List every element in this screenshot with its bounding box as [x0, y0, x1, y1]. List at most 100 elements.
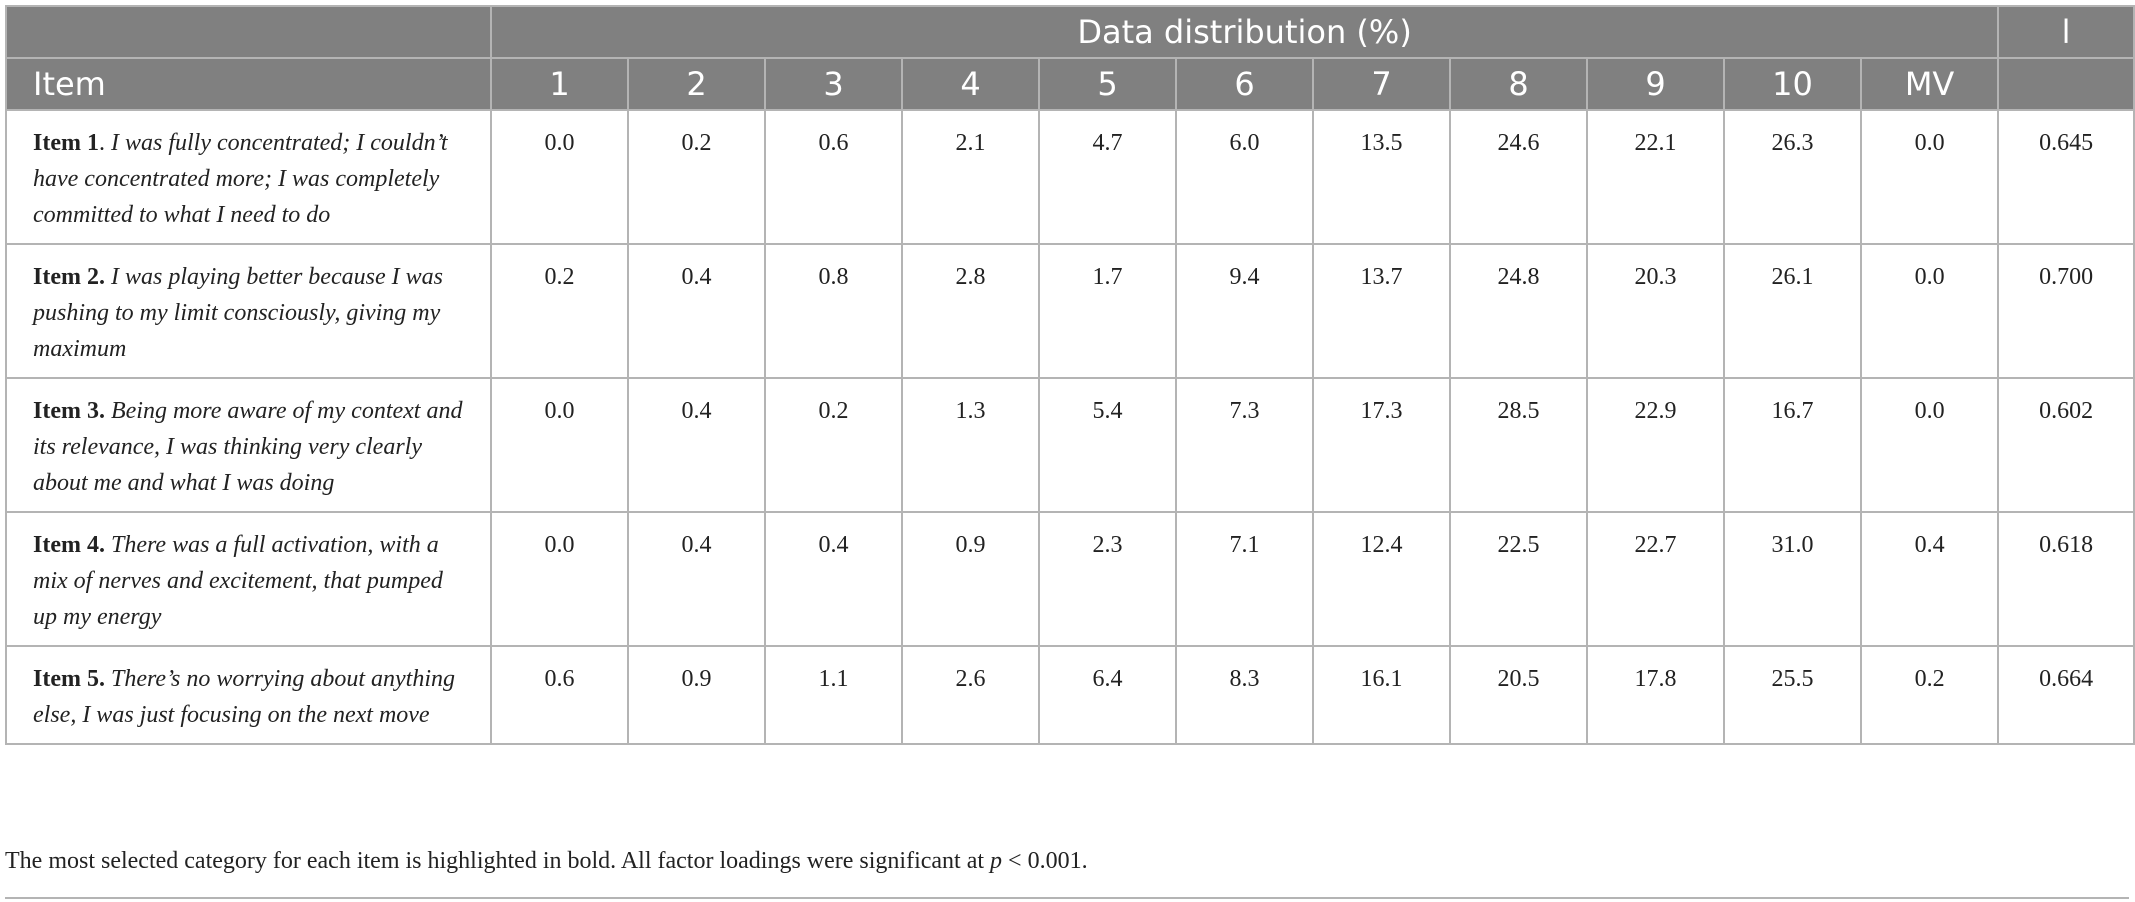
value-cell: 17.8: [1586, 645, 1725, 745]
category-header-mv: MV: [1859, 57, 2000, 111]
value-cell: 6.4: [1038, 645, 1177, 745]
item-text: Being more aware of my context and its r…: [33, 398, 463, 496]
category-header-3: 3: [764, 57, 903, 111]
item-text: I was fully concentrated; I couldn’t hav…: [33, 130, 448, 228]
item-label: Item 1: [33, 130, 99, 156]
value-cell: 0.2: [764, 377, 903, 513]
value-cell: 22.7: [1586, 511, 1725, 647]
value-cell: 2.3: [1038, 511, 1177, 647]
value-cell: 1.1: [764, 645, 903, 745]
item-cell: Item 3. Being more aware of my context a…: [5, 377, 492, 513]
loading-cell: 0.645: [1997, 109, 2135, 245]
value-cell: 9.4: [1175, 243, 1314, 379]
value-cell: 7.1: [1175, 511, 1314, 647]
value-cell: 26.1: [1723, 243, 1862, 379]
value-cell: 22.1: [1586, 109, 1725, 245]
item-label: Item 2.: [33, 264, 105, 290]
value-cell: 0.0: [1859, 377, 2000, 513]
item-label: Item 5.: [33, 666, 105, 692]
value-cell: 13.5: [1312, 109, 1451, 245]
value-cell: 5.4: [1038, 377, 1177, 513]
category-header-7: 7: [1312, 57, 1451, 111]
value-cell: 28.5: [1449, 377, 1588, 513]
category-header-8: 8: [1449, 57, 1588, 111]
item-label: Item 3.: [33, 398, 105, 424]
value-cell: 24.8: [1449, 243, 1588, 379]
value-cell: 25.5: [1723, 645, 1862, 745]
value-cell: 0.4: [1859, 511, 2000, 647]
item-text: There was a full activation, with a mix …: [33, 532, 443, 630]
value-cell: 24.6: [1449, 109, 1588, 245]
value-cell: 20.3: [1586, 243, 1725, 379]
loading-cell: 0.602: [1997, 377, 2135, 513]
blank-header-cell: [5, 5, 492, 59]
category-header-2: 2: [627, 57, 766, 111]
value-cell: 2.6: [901, 645, 1040, 745]
value-cell: 0.0: [1859, 243, 2000, 379]
loading-cell: 0.618: [1997, 511, 2135, 647]
table-row: Item 4. There was a full activation, wit…: [5, 511, 2135, 647]
category-header-5: 5: [1038, 57, 1177, 111]
table-footnote: The most selected category for each item…: [5, 848, 1088, 875]
table-container: Data distribution (%) l Item 1 2 3 4 5 6 7 8 9 10…: [5, 5, 2135, 745]
value-cell: 0.0: [490, 377, 629, 513]
item-cell: Item 1. I was fully concentrated; I coul…: [5, 109, 492, 245]
item-text: I was playing better because I was pushi…: [33, 264, 443, 362]
value-cell: 20.5: [1449, 645, 1588, 745]
value-cell: 2.8: [901, 243, 1040, 379]
value-cell: 22.9: [1586, 377, 1725, 513]
value-cell: 26.3: [1723, 109, 1862, 245]
category-header-9: 9: [1586, 57, 1725, 111]
value-cell: 0.4: [627, 377, 766, 513]
value-cell: 0.4: [627, 243, 766, 379]
table-row: Item 3. Being more aware of my context a…: [5, 377, 2135, 513]
value-cell: 0.0: [490, 109, 629, 245]
item-cell: Item 4. There was a full activation, wit…: [5, 511, 492, 647]
value-cell: 31.0: [1723, 511, 1862, 647]
loading-header-blank: [1997, 57, 2135, 111]
value-cell: 0.6: [490, 645, 629, 745]
item-text: There’s no worrying about anything else,…: [33, 666, 455, 728]
loading-cell: 0.664: [1997, 645, 2135, 745]
footnote-p-symbol: p: [990, 848, 1003, 874]
category-header-row: Item 1 2 3 4 5 6 7 8 9 10 MV: [5, 57, 2135, 111]
value-cell: 13.7: [1312, 243, 1451, 379]
value-cell: 22.5: [1449, 511, 1588, 647]
footnote-text-before: The most selected category for each item…: [5, 848, 991, 874]
value-cell: 6.0: [1175, 109, 1314, 245]
value-cell: 12.4: [1312, 511, 1451, 647]
value-cell: 0.8: [764, 243, 903, 379]
value-cell: 7.3: [1175, 377, 1314, 513]
table-body: Item 1. I was fully concentrated; I coul…: [5, 109, 2135, 745]
item-label: Item 4.: [33, 532, 105, 558]
item-cell: Item 5. There’s no worrying about anythi…: [5, 645, 492, 745]
group-header-row: Data distribution (%) l: [5, 5, 2135, 59]
value-cell: 0.0: [490, 511, 629, 647]
bottom-rule: [5, 897, 2129, 899]
table-row: Item 2. I was playing better because I w…: [5, 243, 2135, 379]
value-cell: 16.7: [1723, 377, 1862, 513]
category-header-6: 6: [1175, 57, 1314, 111]
value-cell: 0.2: [490, 243, 629, 379]
value-cell: 0.9: [901, 511, 1040, 647]
value-cell: 16.1: [1312, 645, 1451, 745]
value-cell: 0.4: [764, 511, 903, 647]
value-cell: 17.3: [1312, 377, 1451, 513]
value-cell: 4.7: [1038, 109, 1177, 245]
value-cell: 0.2: [1859, 645, 2000, 745]
value-cell: 0.0: [1859, 109, 2000, 245]
item-header: Item: [5, 57, 492, 111]
category-header-4: 4: [901, 57, 1040, 111]
value-cell: 0.6: [764, 109, 903, 245]
value-cell: 1.7: [1038, 243, 1177, 379]
value-cell: 0.9: [627, 645, 766, 745]
table-row: Item 1. I was fully concentrated; I coul…: [5, 109, 2135, 245]
data-distribution-table: Data distribution (%) l Item 1 2 3 4 5 6 7 8 9 10…: [5, 5, 2135, 745]
loading-cell: 0.700: [1997, 243, 2135, 379]
data-distribution-header: Data distribution (%): [489, 5, 2000, 59]
category-header-1: 1: [490, 57, 629, 111]
value-cell: 8.3: [1175, 645, 1314, 745]
value-cell: 0.4: [627, 511, 766, 647]
value-cell: 0.2: [627, 109, 766, 245]
table-row: Item 5. There’s no worrying about anythi…: [5, 645, 2135, 745]
